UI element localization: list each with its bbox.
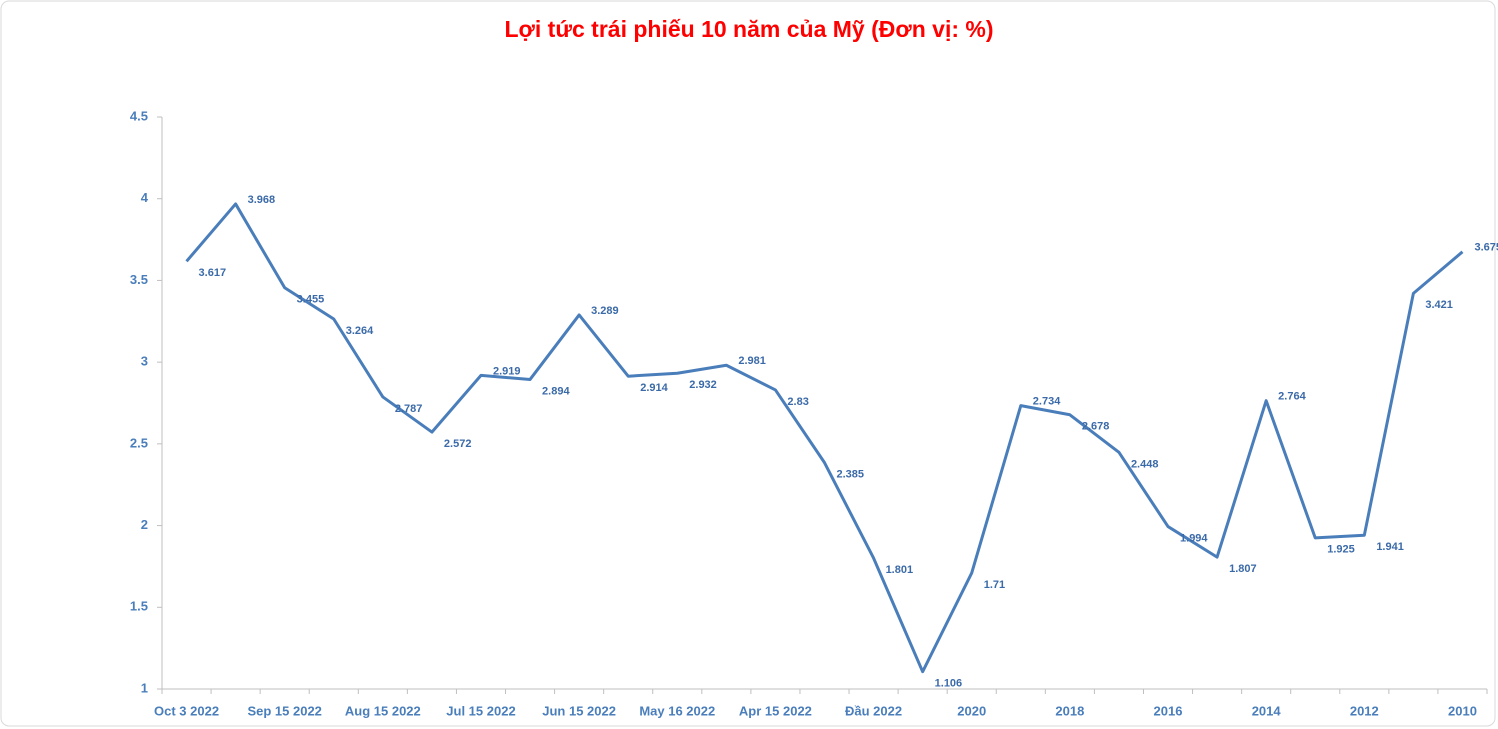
line — [185, 202, 1464, 674]
data-label: 3.617 — [199, 267, 227, 279]
x-tick-label: 2014 — [1252, 703, 1282, 718]
data-label: 2.83 — [787, 396, 808, 408]
y-tick-label: 1.5 — [130, 599, 148, 614]
y-tick-label: 3 — [141, 354, 148, 369]
data-label: 2.932 — [689, 379, 717, 391]
y-tick-label: 2.5 — [130, 435, 148, 450]
data-label: 3.421 — [1425, 299, 1453, 311]
data-label: 2.385 — [837, 469, 865, 481]
data-label: 2.764 — [1278, 391, 1306, 403]
data-label: 2.678 — [1082, 421, 1110, 433]
y-tick-label: 4 — [141, 190, 149, 205]
data-label: 3.455 — [297, 294, 325, 306]
data-label: 1.925 — [1327, 544, 1355, 556]
data-label: 1.807 — [1229, 563, 1257, 575]
data-label: 3.675 — [1474, 242, 1498, 254]
x-tick-label: 2016 — [1154, 703, 1183, 718]
data-label: 3.264 — [346, 325, 374, 337]
data-label: 1.801 — [886, 564, 914, 576]
x-tick-label: Oct 3 2022 — [154, 703, 219, 718]
data-label: 3.968 — [248, 194, 276, 206]
x-tick-label: Jun 15 2022 — [542, 703, 616, 718]
x-tick-label: Jul 15 2022 — [446, 703, 515, 718]
x-tick-label: May 16 2022 — [639, 703, 715, 718]
y-tick-label: 1 — [141, 680, 148, 695]
data-label: 1.941 — [1376, 541, 1404, 553]
x-tick-label: Sep 15 2022 — [247, 703, 321, 718]
data-label: 1.106 — [935, 678, 963, 690]
x-tick-label: Apr 15 2022 — [739, 703, 812, 718]
data-label: 2.572 — [444, 438, 472, 450]
x-tick-label: 2018 — [1055, 703, 1084, 718]
data-label: 1.71 — [984, 579, 1005, 591]
y-tick-label: 3.5 — [130, 272, 148, 287]
data-label: 1.994 — [1180, 532, 1208, 544]
x-tick-label: 2010 — [1448, 703, 1477, 718]
data-label: 2.734 — [1033, 396, 1061, 408]
chart-title: Lợi tức trái phiếu 10 năm của Mỹ (Đơn vị… — [505, 16, 994, 42]
data-label: 3.289 — [591, 305, 619, 317]
data-label: 2.787 — [395, 403, 423, 415]
data-label: 2.914 — [640, 382, 668, 394]
x-tick-label: 2012 — [1350, 703, 1379, 718]
y-tick-label: 4.5 — [130, 108, 148, 123]
data-label: 2.448 — [1131, 458, 1159, 470]
x-tick-label: Aug 15 2022 — [345, 703, 421, 718]
y-tick-label: 2 — [141, 517, 148, 532]
x-tick-label: Đầu 2022 — [845, 703, 902, 718]
data-label: 2.981 — [738, 355, 766, 367]
data-label: 2.894 — [542, 385, 570, 397]
data-label: 2.919 — [493, 365, 521, 377]
x-tick-label: 2020 — [957, 703, 986, 718]
